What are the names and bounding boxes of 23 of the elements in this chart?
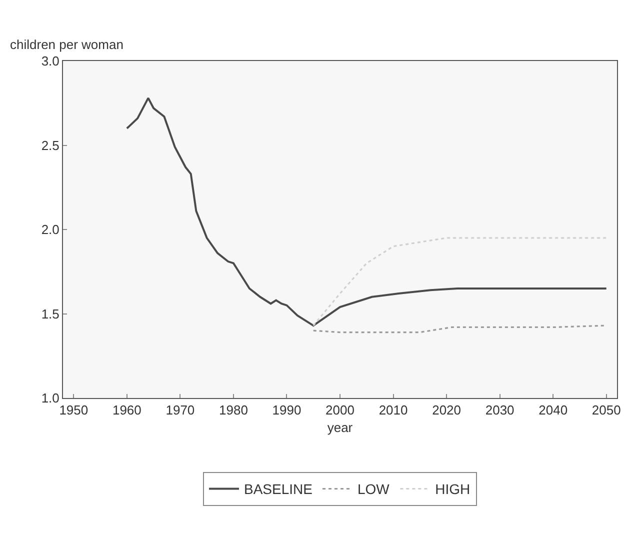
line-series bbox=[312, 237, 608, 326]
legend-label: BASELINE bbox=[244, 481, 312, 498]
y-tick-label: 2.5 bbox=[41, 138, 60, 153]
x-tick-label: 2010 bbox=[378, 402, 408, 418]
x-tick-label: 1990 bbox=[272, 402, 302, 418]
legend-label: HIGH bbox=[435, 481, 470, 498]
x-tick-label: 1960 bbox=[112, 402, 142, 418]
line-series bbox=[126, 97, 608, 327]
x-tick-label: 1980 bbox=[219, 402, 248, 418]
y-tick-label: 1.0 bbox=[41, 390, 60, 406]
x-tick-label: 2030 bbox=[485, 402, 514, 418]
x-axis-title: year bbox=[327, 420, 354, 436]
y-axis-title: children per woman bbox=[10, 37, 124, 52]
y-tick-label: 2.0 bbox=[41, 222, 60, 238]
legend-label: LOW bbox=[357, 481, 390, 498]
x-tick-label: 2000 bbox=[326, 402, 354, 418]
x-tick-label: 1970 bbox=[166, 402, 195, 418]
x-tick-label: 2020 bbox=[432, 402, 461, 418]
x-tick-label: 1950 bbox=[59, 402, 88, 418]
y-tick-label: 1.5 bbox=[41, 306, 60, 322]
x-tick-label: 2050 bbox=[592, 402, 621, 418]
y-tick-label: 3.0 bbox=[41, 54, 60, 69]
x-tick-label: 2040 bbox=[538, 402, 568, 418]
